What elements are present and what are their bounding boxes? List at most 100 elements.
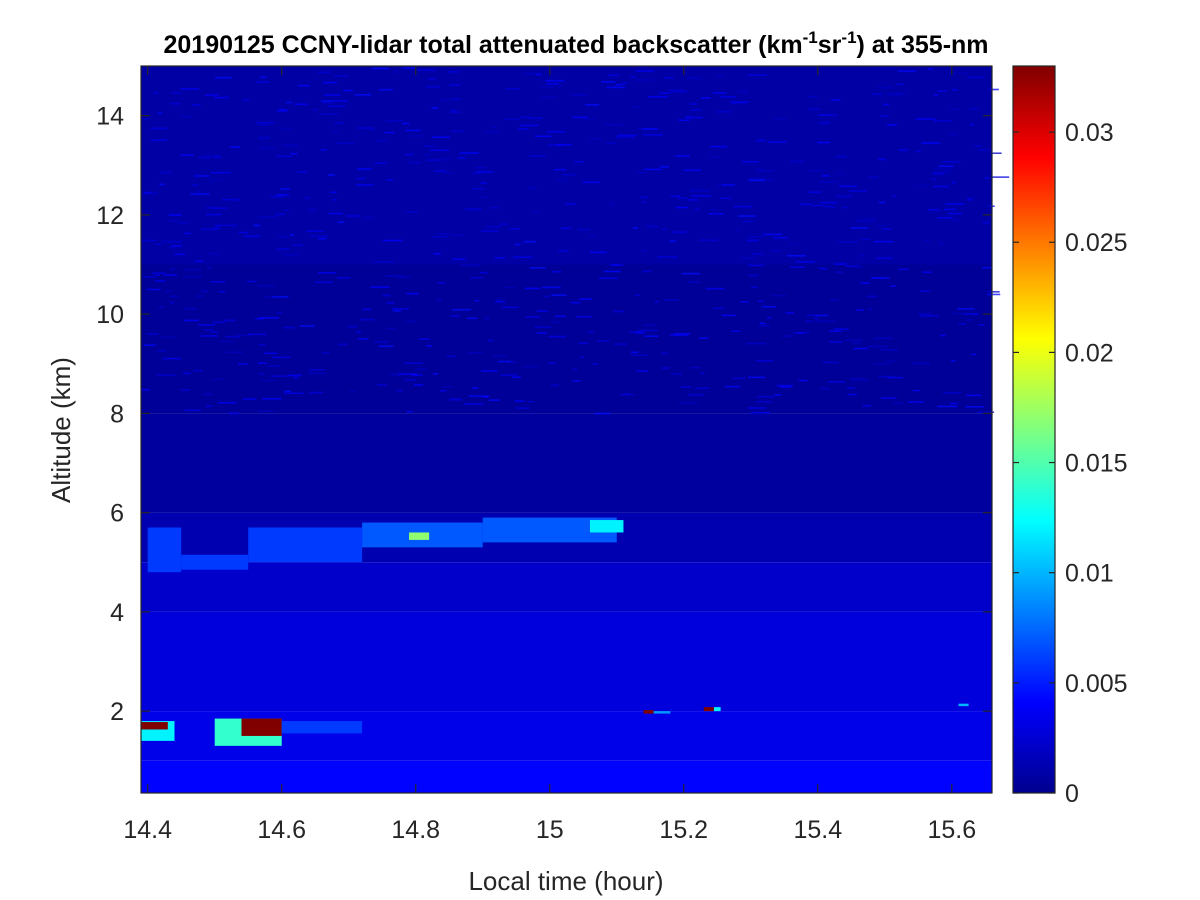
noise-streak xyxy=(897,268,909,271)
noise-streak xyxy=(147,288,161,291)
noise-streak xyxy=(385,120,404,122)
noise-streak xyxy=(695,208,700,211)
noise-streak xyxy=(880,349,899,351)
noise-streak xyxy=(346,215,360,217)
noise-streak xyxy=(789,266,806,269)
noise-streak xyxy=(318,71,331,74)
noise-streak xyxy=(393,70,398,73)
noise-streak xyxy=(480,370,498,372)
noise-streak xyxy=(332,100,349,102)
noise-streak xyxy=(404,362,424,365)
noise-streak xyxy=(383,239,403,242)
noise-streak xyxy=(806,314,817,317)
noise-streak xyxy=(740,301,749,303)
noise-streak xyxy=(773,237,788,239)
noise-streak xyxy=(721,184,735,186)
noise-streak xyxy=(642,270,652,273)
noise-streak xyxy=(699,239,719,242)
noise-streak xyxy=(183,319,200,322)
noise-streak xyxy=(677,197,688,200)
noise-streak xyxy=(408,135,425,137)
noise-streak xyxy=(731,101,746,104)
noise-streak xyxy=(589,137,602,140)
noise-streak xyxy=(287,374,302,377)
noise-streak xyxy=(159,183,165,186)
noise-streak xyxy=(371,67,389,70)
noise-streak xyxy=(183,275,203,278)
noise-streak xyxy=(613,310,625,313)
noise-streak xyxy=(747,376,766,379)
noise-streak xyxy=(966,319,973,321)
noise-streak xyxy=(965,197,975,199)
noise-streak xyxy=(491,354,507,357)
noise-streak xyxy=(221,198,240,201)
noise-streak xyxy=(262,397,282,400)
noise-streak xyxy=(756,139,766,142)
noise-streak xyxy=(815,320,836,323)
noise-streak xyxy=(426,85,441,88)
noise-streak xyxy=(284,253,298,256)
x-axis: 14.4 14.6 14.8 15 15.2 15.4 15.6 xyxy=(123,66,976,844)
noise-streak xyxy=(644,335,659,337)
noise-streak xyxy=(198,156,212,159)
noise-streak xyxy=(532,211,540,214)
noise-streak xyxy=(205,154,220,157)
noise-streak xyxy=(571,301,580,304)
noise-streak xyxy=(657,256,678,258)
noise-streak xyxy=(525,316,541,318)
noise-streak xyxy=(527,400,535,403)
heatmap-noise-texture xyxy=(141,66,1010,415)
noise-streak xyxy=(835,155,847,158)
noise-streak xyxy=(747,264,765,267)
noise-streak xyxy=(886,360,896,362)
noise-streak xyxy=(350,390,355,393)
noise-streak xyxy=(402,67,415,69)
noise-streak xyxy=(406,292,419,295)
noise-streak xyxy=(539,86,554,89)
noise-streak xyxy=(318,113,338,115)
noise-streak xyxy=(405,210,419,213)
noise-streak xyxy=(404,379,416,381)
noise-streak xyxy=(169,214,182,216)
noise-streak xyxy=(406,410,413,413)
noise-streak xyxy=(220,340,235,343)
noise-streak xyxy=(426,345,433,347)
noise-streak xyxy=(762,233,783,236)
noise-streak xyxy=(808,191,822,193)
noise-streak xyxy=(435,158,451,161)
noise-streak xyxy=(306,230,324,232)
noise-streak xyxy=(431,106,440,109)
noise-streak xyxy=(932,173,945,175)
noise-streak xyxy=(529,155,547,158)
noise-streak xyxy=(957,307,975,310)
noise-streak xyxy=(716,110,732,113)
noise-streak xyxy=(162,357,182,360)
noise-streak xyxy=(751,253,765,256)
noise-streak xyxy=(297,84,310,87)
noise-streak xyxy=(967,76,985,79)
noise-streak xyxy=(207,179,224,182)
noise-streak xyxy=(560,227,572,230)
noise-streak xyxy=(896,92,906,95)
noise-streak xyxy=(733,205,753,208)
noise-streak xyxy=(868,345,889,348)
noise-streak xyxy=(598,277,618,280)
noise-streak xyxy=(790,160,805,163)
colorbar-tick-label: 0.005 xyxy=(1065,670,1128,698)
noise-streak xyxy=(717,75,723,78)
noise-streak xyxy=(881,228,892,230)
noise-streak xyxy=(513,256,533,258)
noise-streak xyxy=(669,240,676,242)
noise-streak xyxy=(557,85,562,87)
noise-streak xyxy=(768,141,788,143)
noise-streak xyxy=(819,267,828,270)
noise-streak xyxy=(878,201,886,204)
noise-streak xyxy=(171,245,183,247)
noise-streak xyxy=(859,254,864,257)
colorbar-tick-label: 0 xyxy=(1065,780,1079,808)
noise-streak xyxy=(402,122,410,125)
noise-streak xyxy=(432,236,449,238)
noise-streak xyxy=(635,70,654,72)
noise-streak xyxy=(886,93,902,96)
noise-streak xyxy=(193,369,203,372)
